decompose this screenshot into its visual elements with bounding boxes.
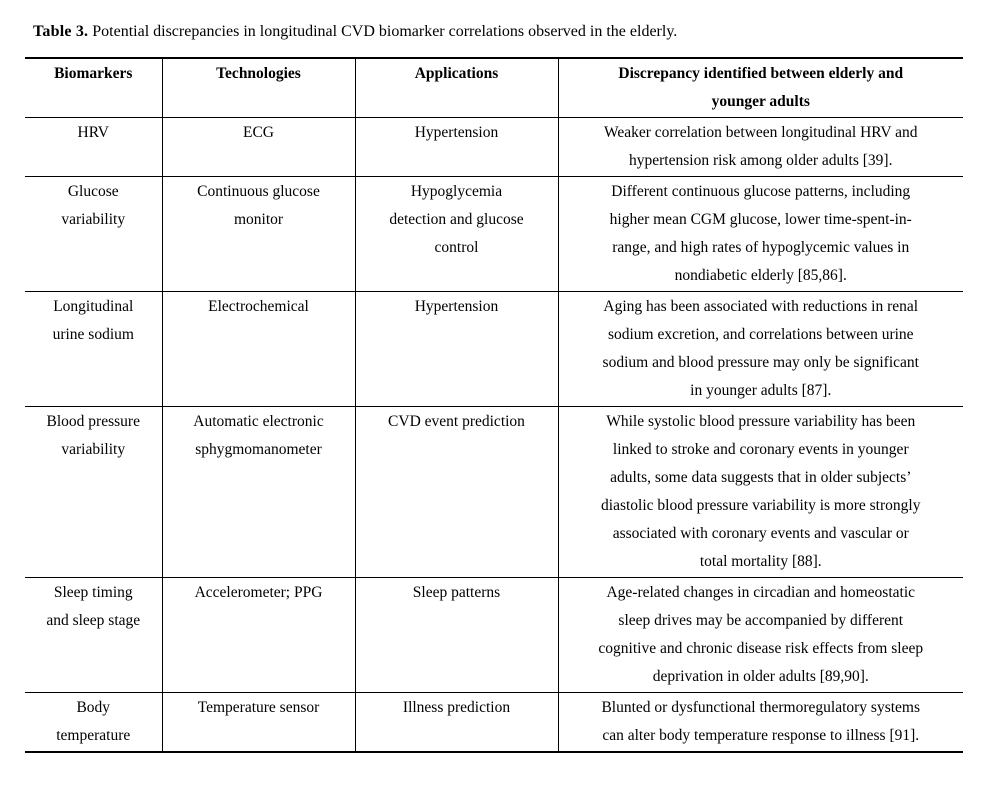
table-caption-label: Table 3.: [33, 23, 89, 40]
column-header-biomarkers: Biomarkers: [25, 58, 163, 118]
table-row: Sleep timing and sleep stage Acceleromet…: [25, 577, 963, 693]
cell-biomarker: Blood pressure variability: [25, 406, 163, 578]
cell-technology: ECG: [162, 117, 356, 177]
cell-technology: Continuous glucose monitor: [162, 176, 356, 292]
cell-application: Sleep patterns: [355, 577, 559, 693]
cell-discrepancy: While systolic blood pressure variabilit…: [558, 406, 963, 578]
cell-biomarker: Sleep timing and sleep stage: [25, 577, 163, 693]
cell-discrepancy: Age-related changes in circadian and hom…: [558, 577, 963, 693]
cell-biomarker: Glucose variability: [25, 176, 163, 292]
table-caption: Table 3. Potential discrepancies in long…: [33, 21, 990, 43]
table-caption-text: Potential discrepancies in longitudinal …: [92, 23, 678, 40]
cell-technology: Accelerometer; PPG: [162, 577, 356, 693]
cell-application: Hypertension: [355, 291, 559, 407]
table-row: HRV ECG Hypertension Weaker correlation …: [25, 117, 963, 177]
cell-application: CVD event prediction: [355, 406, 559, 578]
table-row: Blood pressure variability Automatic ele…: [25, 406, 963, 578]
column-header-technologies: Technologies: [162, 58, 356, 118]
cell-application: Hypoglycemia detection and glucose contr…: [355, 176, 559, 292]
table-row: Longitudinal urine sodium Electrochemica…: [25, 291, 963, 407]
cell-technology: Automatic electronic sphygmomanometer: [162, 406, 356, 578]
cell-biomarker: Body temperature: [25, 692, 163, 753]
cell-discrepancy: Weaker correlation between longitudinal …: [558, 117, 963, 177]
biomarker-discrepancy-table: Biomarkers Technologies Applications Dis…: [25, 57, 963, 753]
cell-biomarker: HRV: [25, 117, 163, 177]
column-header-applications: Applications: [355, 58, 559, 118]
table-header-row: Biomarkers Technologies Applications Dis…: [25, 58, 963, 118]
column-header-discrepancy: Discrepancy identified between elderly a…: [558, 58, 963, 118]
cell-application: Hypertension: [355, 117, 559, 177]
table-row: Glucose variability Continuous glucose m…: [25, 176, 963, 292]
cell-application: Illness prediction: [355, 692, 559, 753]
cell-biomarker: Longitudinal urine sodium: [25, 291, 163, 407]
cell-discrepancy: Blunted or dysfunctional thermoregulator…: [558, 692, 963, 753]
table-row: Body temperature Temperature sensor Illn…: [25, 692, 963, 753]
cell-discrepancy: Different continuous glucose patterns, i…: [558, 176, 963, 292]
cell-technology: Temperature sensor: [162, 692, 356, 753]
cell-discrepancy: Aging has been associated with reduction…: [558, 291, 963, 407]
cell-technology: Electrochemical: [162, 291, 356, 407]
